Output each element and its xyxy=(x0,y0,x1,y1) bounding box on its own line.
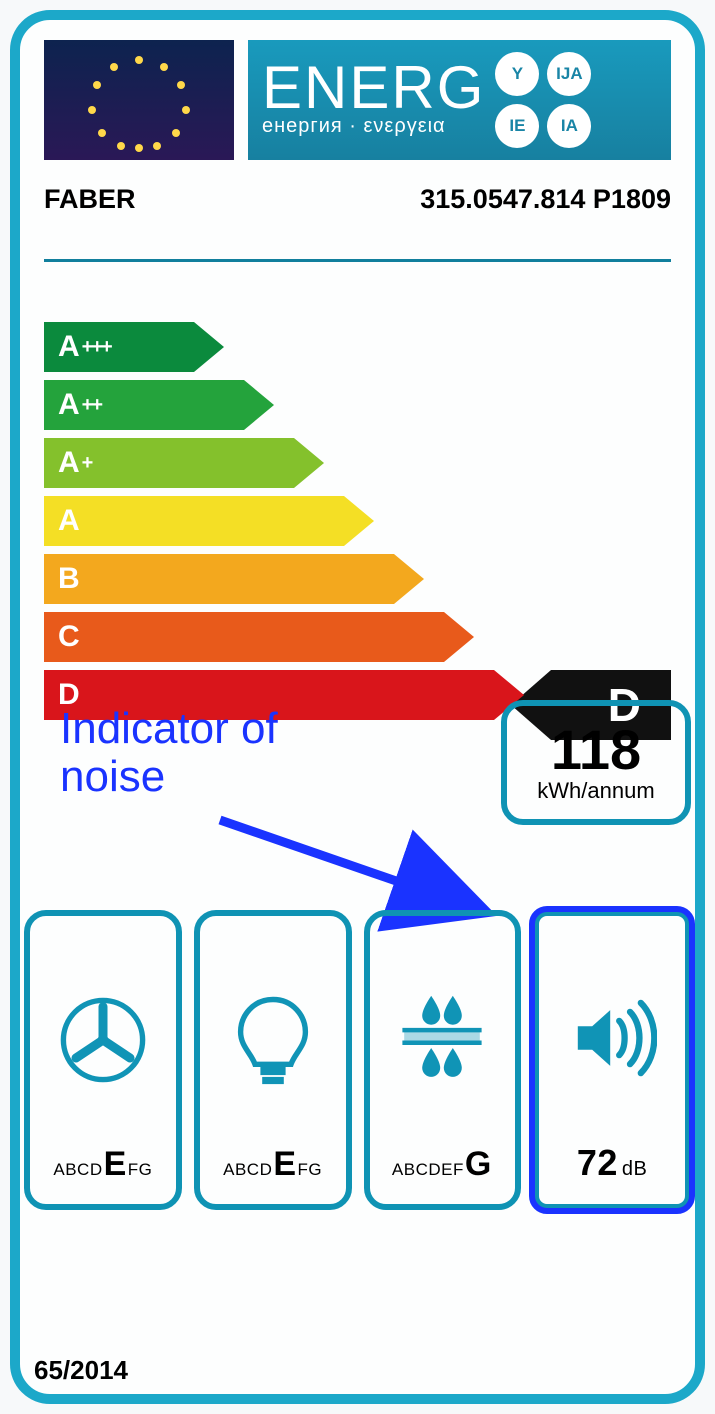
scale-highlight: E xyxy=(104,1145,127,1184)
lang-code: IA xyxy=(547,104,591,148)
rating-arrow: C xyxy=(44,612,474,662)
divider xyxy=(44,259,671,262)
perf-class-scale: ABCDEFG xyxy=(223,1145,322,1184)
energ-title: ENERG xyxy=(262,62,485,113)
rating-letter: A xyxy=(58,330,80,364)
rating-letter: A xyxy=(58,446,80,480)
noise-label: 72dB xyxy=(577,1142,648,1184)
lang-code: Y xyxy=(495,52,539,96)
brand-name: FABER xyxy=(44,184,136,215)
consumption-value: 118 xyxy=(551,722,641,778)
performance-box: ABCDEFG xyxy=(194,910,352,1210)
regulation-number: 65/2014 xyxy=(34,1355,128,1386)
consumption-unit: kWh/annum xyxy=(537,778,654,804)
eu-stars-icon xyxy=(44,40,234,160)
rating-plus: + xyxy=(82,452,92,475)
perf-class-scale: ABCDEFG xyxy=(53,1145,152,1184)
perf-class-scale: ABCDEFG xyxy=(392,1145,493,1184)
product-row: FABER 315.0547.814 P1809 xyxy=(44,184,671,215)
rating-arrow: A xyxy=(44,496,374,546)
performance-box: ABCDEFG xyxy=(24,910,182,1210)
model-number: 315.0547.814 P1809 xyxy=(420,184,671,215)
scale-highlight: E xyxy=(273,1145,296,1184)
noise-unit: dB xyxy=(622,1158,647,1181)
rating-arrow: A+ xyxy=(44,438,324,488)
scale-suffix: FG xyxy=(128,1160,153,1180)
rating-plus: +++ xyxy=(82,336,111,359)
rating-letter: A xyxy=(58,504,80,538)
rating-arrow: B xyxy=(44,554,424,604)
lang-code-grid: Y IJA IE IA xyxy=(495,52,591,148)
scale-highlight: G xyxy=(465,1145,492,1184)
label-header: ENERG енергия · ενεργεια Y IJA IE IA xyxy=(44,40,671,160)
bulb-icon xyxy=(206,934,340,1145)
lang-code: IE xyxy=(495,104,539,148)
performance-box: ABCDEFG xyxy=(364,910,522,1210)
fan-icon xyxy=(36,934,170,1145)
eu-flag xyxy=(44,40,234,160)
scale-prefix: ABCDEF xyxy=(392,1160,464,1180)
rating-letter: B xyxy=(58,562,80,596)
energ-banner: ENERG енергия · ενεργεια Y IJA IE IA xyxy=(248,40,671,160)
energ-subtitle: енергия · ενεργεια xyxy=(262,115,485,138)
annotation-text: Indicator of noise xyxy=(60,705,278,802)
rating-letter: C xyxy=(58,620,80,654)
performance-box: 72dB xyxy=(533,910,691,1210)
consumption-box: 118 kWh/annum xyxy=(501,700,691,825)
efficiency-scale: D A+++A++A+ABCD xyxy=(44,322,671,742)
performance-row: ABCDEFGABCDEFGABCDEFG72dB xyxy=(24,910,691,1210)
sound-icon xyxy=(545,934,679,1142)
rating-plus: ++ xyxy=(82,394,101,417)
scale-prefix: ABCD xyxy=(223,1160,272,1180)
noise-value: 72 xyxy=(577,1142,618,1184)
scale-suffix: FG xyxy=(298,1160,323,1180)
annotation-line1: Indicator of xyxy=(60,705,278,753)
rating-arrow: A++ xyxy=(44,380,274,430)
grease-icon xyxy=(376,934,510,1145)
scale-prefix: ABCD xyxy=(53,1160,102,1180)
rating-letter: A xyxy=(58,388,80,422)
annotation-line2: noise xyxy=(60,753,278,801)
lang-code: IJA xyxy=(547,52,591,96)
rating-arrow: A+++ xyxy=(44,322,224,372)
